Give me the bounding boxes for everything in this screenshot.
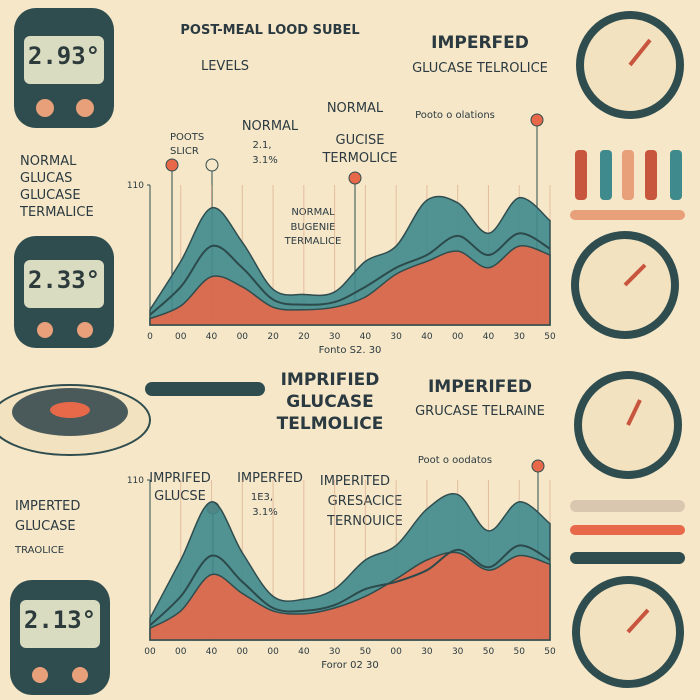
x-tick-label: 40 [360, 332, 372, 342]
annotation: NORMAL [327, 101, 384, 116]
x-tick-label: 40 [298, 647, 310, 657]
middle-title: IMPERIFED [428, 377, 532, 397]
x-tick-label: 40 [421, 332, 433, 342]
annotation: TERMOLICE [321, 151, 397, 166]
x-tick-label: 50 [544, 647, 556, 657]
line [149, 544, 551, 627]
pens [145, 150, 685, 564]
annotation: SLICR [170, 146, 199, 157]
gauges [571, 11, 684, 688]
annotation: Pooto o olations [415, 110, 495, 121]
annotation: NORMAL [291, 207, 335, 218]
x-tick-label: 00 [452, 332, 464, 342]
side-label: NORMAL [20, 154, 77, 169]
annotation: TERMALICE [284, 236, 342, 247]
annotation: Poot o oodatos [418, 455, 492, 466]
annotation: POOTS [170, 132, 204, 143]
area [149, 245, 551, 326]
meter-reading: 2.33° [28, 266, 100, 294]
glucose-meter [14, 236, 114, 348]
x-tick-label: 00 [237, 332, 249, 342]
x-tick-label: 00 [144, 647, 156, 657]
meter-reading: 2.13° [24, 606, 96, 634]
middle-subtitle: GRUCASE TELRAINE [415, 404, 545, 419]
side-label: IMPERTED [15, 499, 80, 514]
x-tick-label: 00 [390, 647, 402, 657]
annotation: GLUCSE [154, 489, 206, 504]
annotation: NORMAL [242, 119, 299, 134]
title: POST-MEAL LOOD SUBEL [180, 23, 359, 38]
middle-label: IMPRIFIED [281, 370, 380, 390]
x-tick-label: 20 [298, 332, 310, 342]
annotation: BUGENIE [291, 222, 336, 233]
annotation: IMPERITED [320, 474, 390, 489]
x-tick-label: 30 [390, 332, 402, 342]
x-tick-label: 50 [483, 647, 495, 657]
y-tick-label: 110 [127, 181, 144, 191]
x-tick-label: 30 [452, 647, 464, 657]
middle-label: GLUCASE [286, 392, 373, 412]
x-tick-label: 40 [206, 332, 218, 342]
x-tick-label: 00 [267, 647, 279, 657]
x-tick-label: 00 [175, 332, 187, 342]
x-tick-label: 0 [147, 332, 153, 342]
side-label: GLUCASE [15, 519, 76, 534]
annotation: IMPERFED [237, 471, 303, 486]
x-tick-label: 30 [421, 647, 433, 657]
x-tick-label: 20 [267, 332, 279, 342]
annotation: 3.1% [252, 507, 277, 518]
right-title: IMPERFED [431, 33, 529, 53]
x-tick-label: 30 [329, 647, 341, 657]
side-label: GLUCAS [20, 171, 72, 186]
annotation: 2.1, [252, 140, 271, 151]
meter-reading: 2.93° [28, 42, 100, 70]
annotation: GUCISE [336, 133, 385, 148]
glucose-meter [14, 8, 114, 128]
area [149, 551, 551, 641]
gauge-needles [623, 38, 652, 634]
glucose-meter [10, 580, 110, 695]
x-tick-label: 30 [329, 332, 341, 342]
side-label: TRAOLICE [14, 545, 64, 556]
annotation: IMPRIFED [149, 471, 210, 486]
x-tick-label: 50 [514, 647, 526, 657]
donut [0, 384, 151, 456]
annotation: 1E3, [251, 492, 273, 503]
right-subtitle: GLUCASE TELROLICE [412, 61, 548, 76]
annotation: TERNOUICE [326, 514, 403, 529]
x-tick-label: 50 [360, 647, 372, 657]
x-tick-label: 40 [206, 647, 218, 657]
x-tick-label: 40 [483, 332, 495, 342]
x-tick-label: 00 [237, 647, 249, 657]
subtitle: LEVELS [201, 59, 249, 74]
side-label: GLUCASE [20, 188, 81, 203]
y-tick-label: 110 [127, 476, 144, 486]
x-axis-label: Fonto S2. 30 [319, 345, 382, 356]
middle-label: TELMOLICE [277, 414, 384, 434]
x-axis-label: Foror 02 30 [321, 660, 378, 671]
x-tick-label: 30 [514, 332, 526, 342]
x-tick-label: 50 [544, 332, 556, 342]
annotation: 3.1% [252, 155, 277, 166]
side-label: TERMALICE [19, 205, 94, 220]
x-tick-label: 00 [175, 647, 187, 657]
line [149, 232, 551, 316]
